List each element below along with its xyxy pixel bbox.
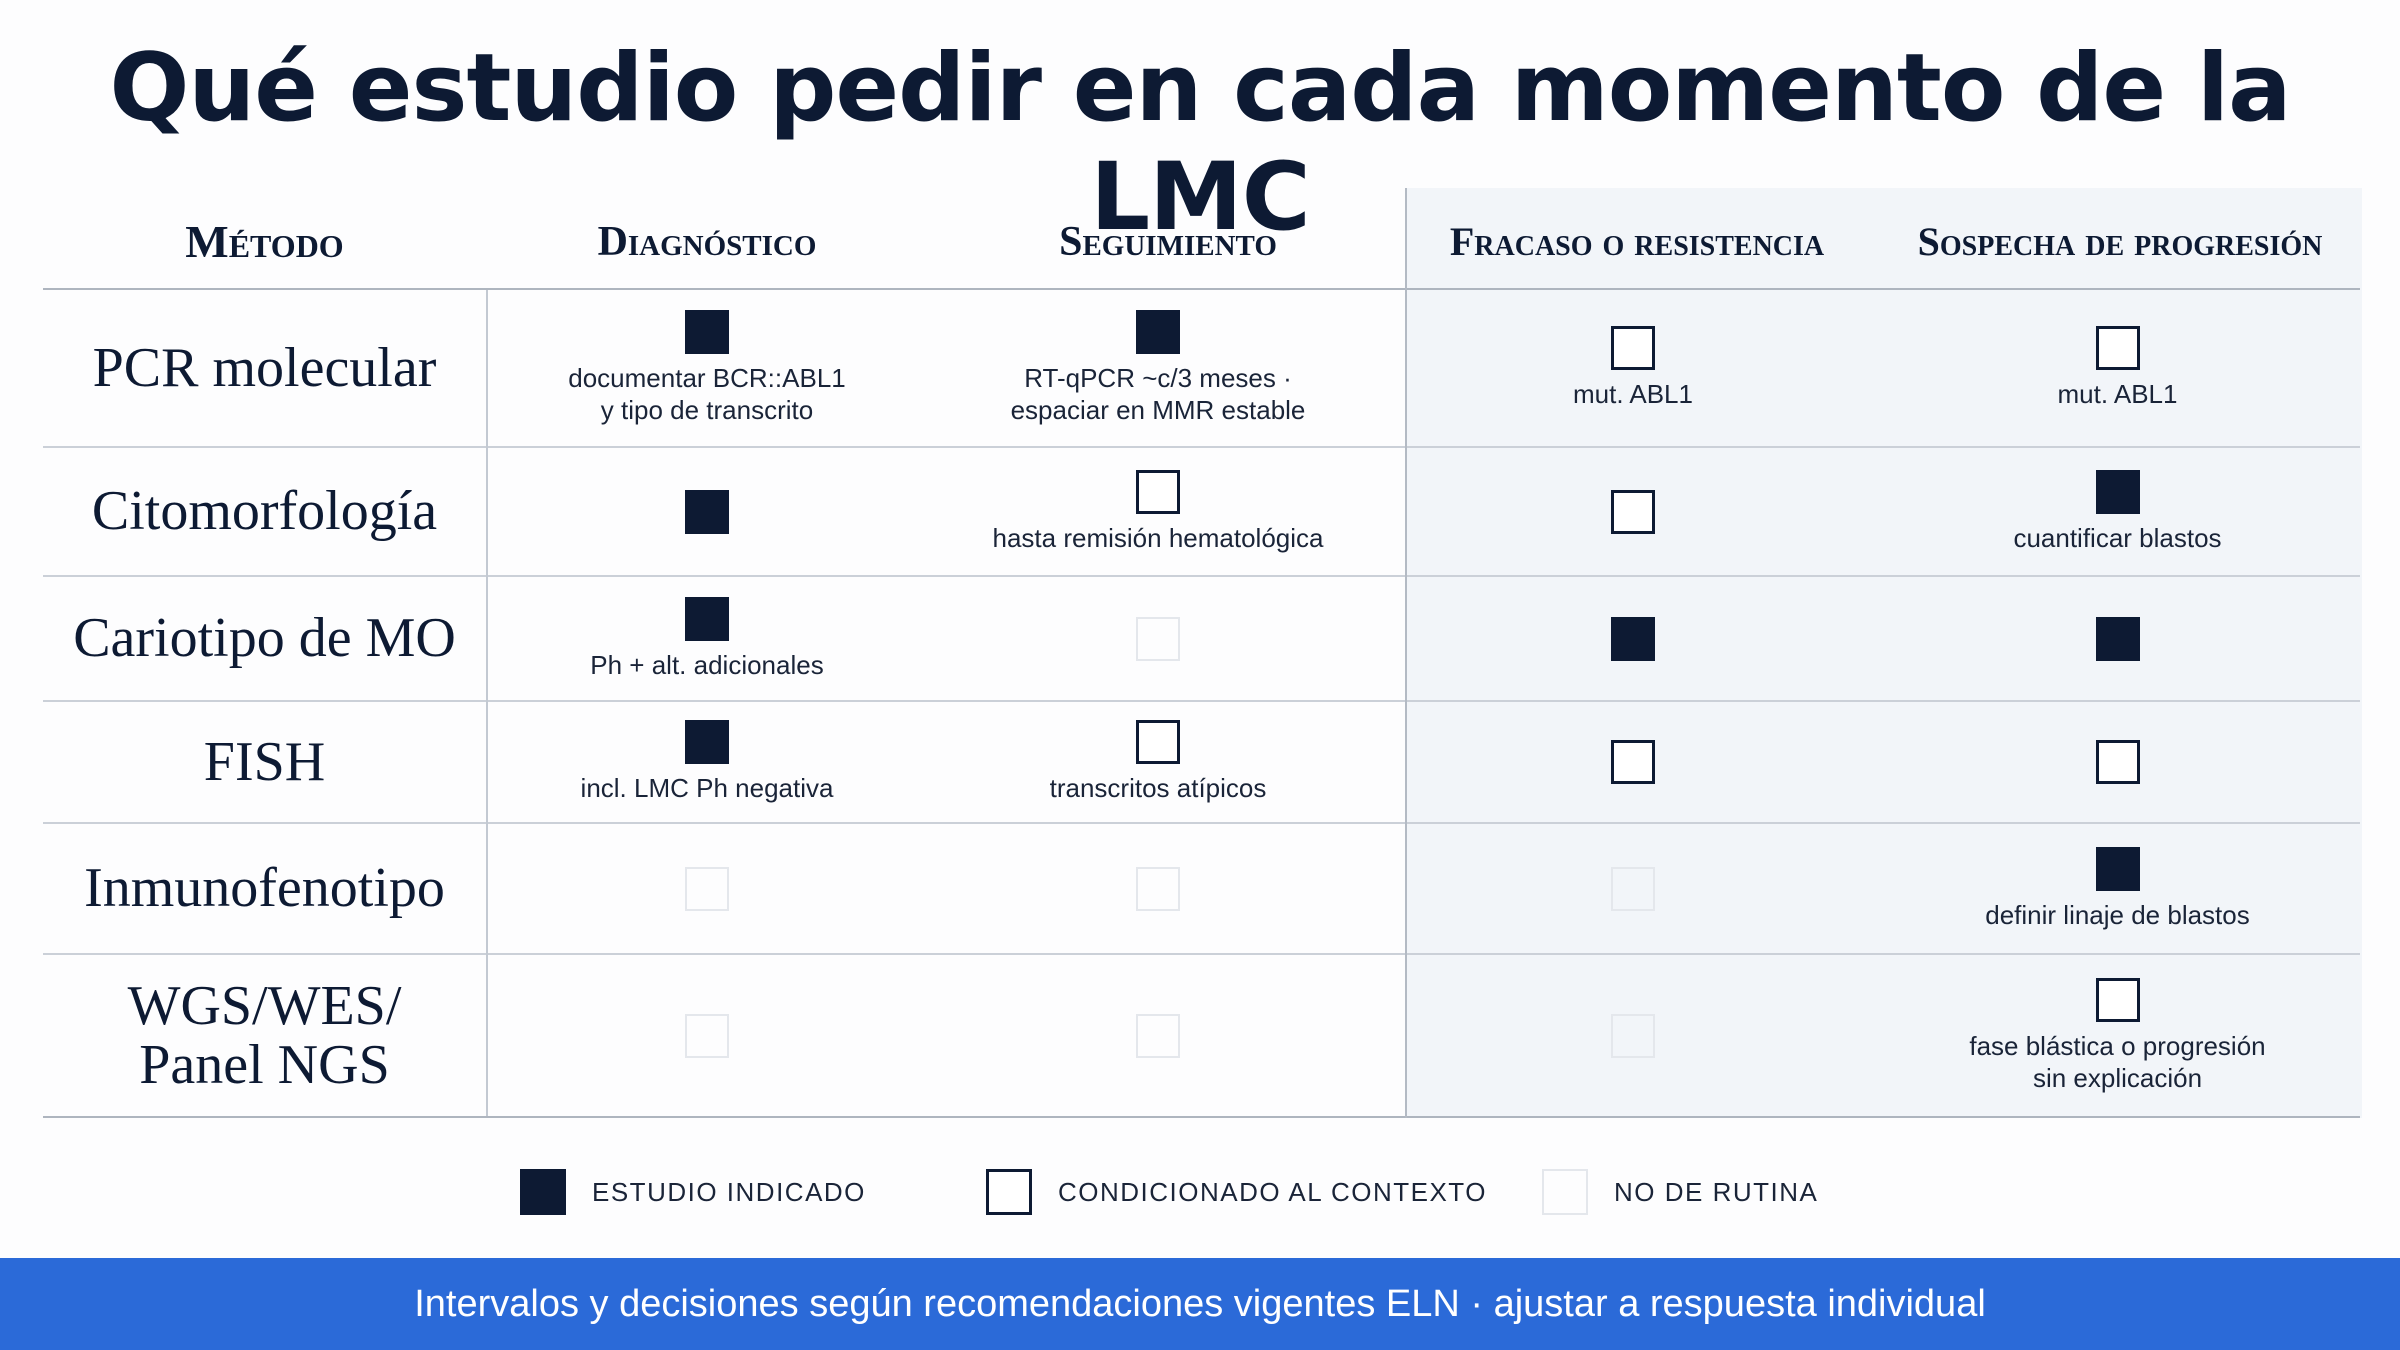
cell-note: RT-qPCR ~c/3 meses · espaciar en MMR est… — [1010, 363, 1306, 425]
page-title: Qué estudio pedir en cada momento de la … — [109, 34, 2291, 252]
legend: ESTUDIO INDICADO CONDICIONADO AL CONTEXT… — [0, 1166, 2400, 1218]
cell-failure — [1408, 702, 1858, 822]
not-routine-status-icon — [1136, 1013, 1180, 1058]
cell-failure — [1408, 448, 1858, 575]
cell-note: mut. ABL1 — [1573, 379, 1693, 409]
conditional-status-icon — [1136, 720, 1180, 764]
indicated-status-icon — [2095, 469, 2140, 514]
indicated-status-icon — [1611, 616, 1655, 661]
cell-followup: RT-qPCR ~c/3 meses · espaciar en MMR est… — [946, 290, 1370, 446]
not-routine-status-icon — [1611, 866, 1655, 911]
cell-progression — [1880, 577, 2355, 700]
conditional-status-icon — [2095, 326, 2140, 370]
conditional-status-icon — [1611, 326, 1655, 370]
not-routine-status-icon — [1136, 616, 1180, 661]
legend-label: NO DE RUTINA — [1614, 1176, 1819, 1207]
cell-followup — [946, 955, 1370, 1116]
footer-text: Intervalos y decisiones según recomendac… — [414, 1282, 1986, 1325]
cell-note: fase blástica o progresión sin explicaci… — [1969, 1030, 2266, 1093]
method-column-divider — [486, 290, 488, 1116]
row-divider — [43, 953, 2360, 955]
cell-followup — [946, 577, 1370, 700]
conditional-status-icon — [1611, 740, 1655, 784]
cell-followup: transcritos atípicos — [946, 702, 1370, 822]
indicated-status-icon — [685, 489, 729, 534]
indicated-status-icon — [685, 720, 729, 764]
cell-note: incl. LMC Ph negativa — [580, 773, 834, 803]
not-routine-status-icon — [685, 866, 729, 911]
footer-banner: Intervalos y decisiones según recomendac… — [0, 1258, 2400, 1350]
not-routine-swatch-icon — [1542, 1169, 1588, 1215]
cell-progression — [1880, 702, 2355, 822]
cell-failure — [1408, 577, 1858, 700]
legend-label: ESTUDIO INDICADO — [592, 1176, 866, 1207]
not-routine-status-icon — [685, 1013, 729, 1058]
row-label: FISH — [203, 730, 326, 793]
header-divider — [43, 288, 2360, 290]
legend-item-indicated: ESTUDIO INDICADO — [520, 1166, 866, 1218]
cell-failure — [1408, 955, 1858, 1116]
row-divider — [43, 822, 2360, 824]
conditional-status-icon — [1611, 489, 1655, 534]
cell-diagnosis — [488, 955, 926, 1116]
cell-progression: cuantificar blastos — [1880, 448, 2355, 575]
panel-divider — [1405, 188, 1407, 1118]
cell-diagnosis: incl. LMC Ph negativa — [488, 702, 926, 822]
cell-progression: fase blástica o progresión sin explicaci… — [1880, 955, 2355, 1116]
cell-note: mut. ABL1 — [2057, 379, 2178, 409]
cell-followup: hasta remisión hematológica — [946, 448, 1370, 575]
row-label: Cariotipo de MO — [73, 607, 456, 670]
cell-diagnosis: documentar BCR::ABL1 y tipo de transcrit… — [488, 290, 926, 446]
cell-note: definir linaje de blastos — [1985, 899, 2250, 930]
column-header-diagnosis: Diagnóstico — [597, 219, 817, 265]
row-divider — [43, 700, 2360, 702]
column-header-followup: Seguimiento — [1059, 219, 1277, 265]
legend-item-not-routine: NO DE RUTINA — [1542, 1166, 1818, 1218]
column-header-method: Método — [185, 216, 344, 267]
failure-progression-panel — [1406, 188, 2362, 1118]
cell-diagnosis — [488, 824, 926, 953]
cell-note: hasta remisión hematológica — [992, 522, 1324, 553]
cell-note: documentar BCR::ABL1 y tipo de transcrit… — [568, 363, 846, 425]
cell-failure: mut. ABL1 — [1408, 290, 1858, 446]
cell-note: Ph + alt. adicionales — [590, 649, 824, 680]
indicated-status-icon — [2095, 616, 2140, 661]
conditional-swatch-icon — [986, 1169, 1032, 1215]
cell-diagnosis — [488, 448, 926, 575]
row-label: PCR molecular — [92, 336, 437, 399]
indicated-status-icon — [1136, 310, 1180, 354]
row-label: Inmunofenotipo — [84, 857, 445, 920]
cell-failure — [1408, 824, 1858, 953]
indicated-status-icon — [685, 310, 729, 354]
indicated-status-icon — [2095, 846, 2140, 891]
cell-note: transcritos atípicos — [1049, 773, 1267, 803]
conditional-status-icon — [1136, 469, 1180, 514]
not-routine-status-icon — [1611, 1013, 1655, 1058]
row-label: Citomorfología — [91, 480, 438, 543]
column-header-progression: Sospecha de progresión — [1917, 219, 2323, 264]
column-header-failure: Fracaso o resistencia — [1449, 219, 1825, 264]
table-bottom-border — [43, 1116, 2360, 1118]
conditional-status-icon — [2095, 977, 2140, 1022]
row-divider — [43, 446, 2360, 448]
indicated-status-icon — [685, 596, 729, 641]
indicated-swatch-icon — [520, 1169, 566, 1215]
cell-note: cuantificar blastos — [2013, 522, 2222, 553]
cell-followup — [946, 824, 1370, 953]
legend-label: CONDICIONADO AL CONTEXTO — [1058, 1176, 1487, 1207]
cell-progression: definir linaje de blastos — [1880, 824, 2355, 953]
row-divider — [43, 575, 2360, 577]
cell-diagnosis: Ph + alt. adicionales — [488, 577, 926, 700]
cell-progression: mut. ABL1 — [1880, 290, 2355, 446]
conditional-status-icon — [2095, 740, 2140, 784]
not-routine-status-icon — [1136, 866, 1180, 911]
row-label: WGS/WES/ Panel NGS — [127, 974, 402, 1096]
legend-item-conditional: CONDICIONADO AL CONTEXTO — [986, 1166, 1487, 1218]
